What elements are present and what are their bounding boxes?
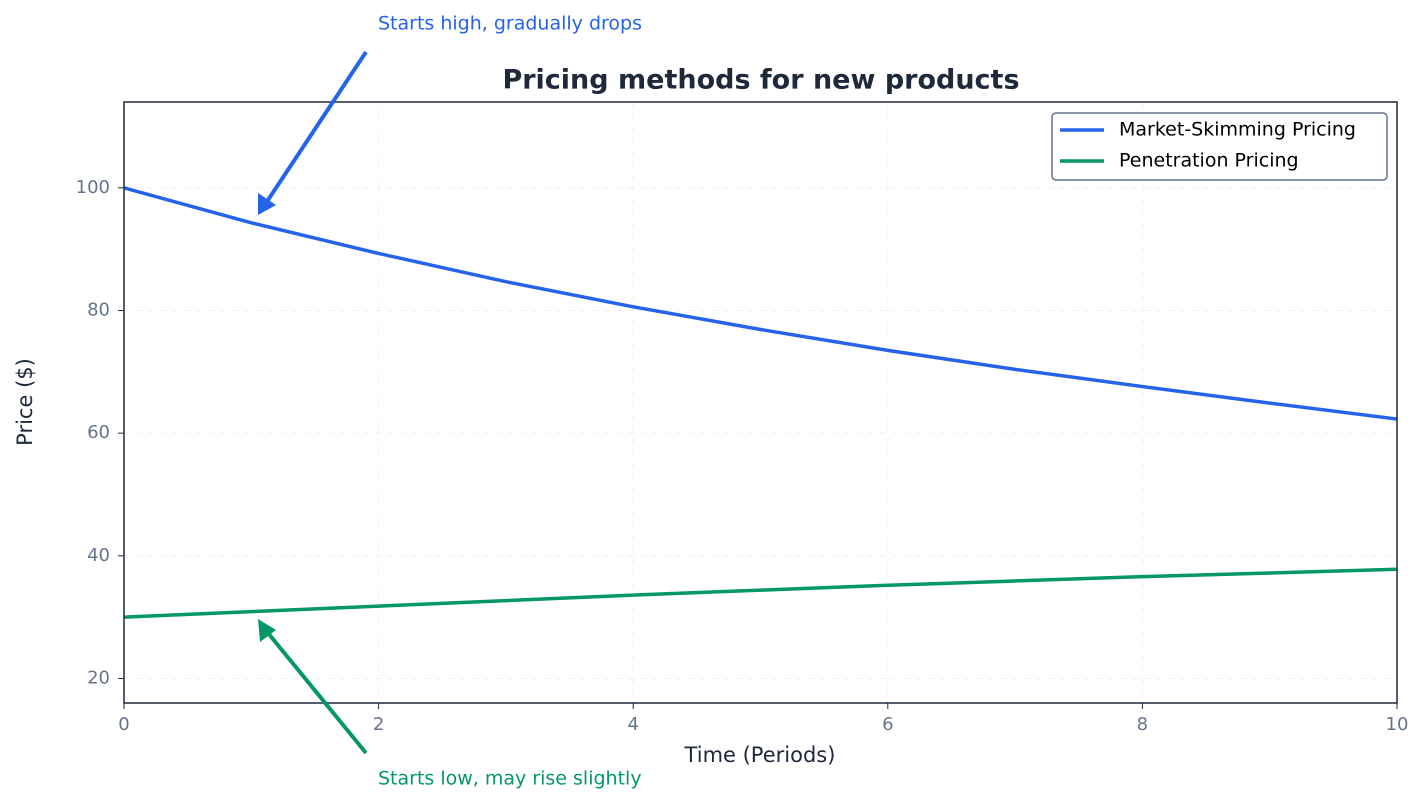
y-tick-label: 80 bbox=[87, 300, 110, 321]
y-tick-label: 60 bbox=[87, 422, 110, 443]
annotation: Starts high, gradually drops bbox=[378, 13, 642, 35]
y-axis-label: Price ($) bbox=[13, 358, 37, 446]
annotation-arrow bbox=[258, 619, 368, 755]
x-tick-label: 10 bbox=[1386, 714, 1409, 735]
y-tick-label: 100 bbox=[76, 177, 110, 198]
x-tick-label: 0 bbox=[118, 714, 129, 735]
line-series bbox=[123, 186, 1398, 421]
x-tick-label: 2 bbox=[373, 714, 384, 735]
x-tick-label: 4 bbox=[627, 714, 638, 735]
x-tick-label: 8 bbox=[1137, 714, 1148, 735]
y-tick-label: 20 bbox=[87, 667, 110, 688]
legend-label: Penetration Pricing bbox=[1119, 150, 1299, 172]
x-tick-label: 6 bbox=[882, 714, 893, 735]
annotation-arrow bbox=[258, 50, 368, 215]
legend-label: Market-Skimming Pricing bbox=[1119, 119, 1356, 141]
line-series bbox=[123, 567, 1398, 619]
plot-area: 20 40 60 80 100 0 2 4 6 8 10 bbox=[76, 102, 1409, 735]
legend: Market-Skimming Pricing Penetration Prici… bbox=[1051, 112, 1388, 181]
y-tick-label: 40 bbox=[87, 545, 110, 566]
annotation: Starts low, may rise slightly bbox=[378, 768, 642, 790]
chart-title: Pricing methods for new products bbox=[502, 65, 1019, 96]
x-axis-label: Time (Periods) bbox=[684, 743, 836, 767]
axes-frame bbox=[123, 101, 1398, 704]
